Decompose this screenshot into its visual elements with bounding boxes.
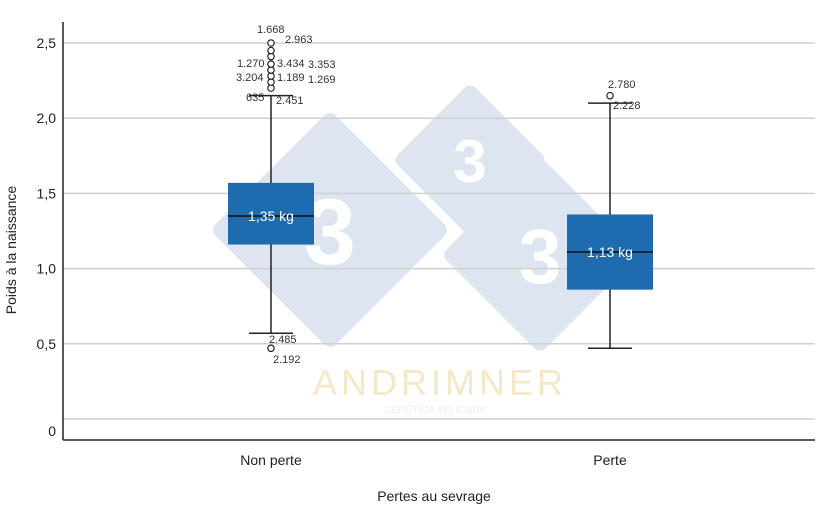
watermark-logo-text: 3 bbox=[453, 127, 487, 195]
outlier-label: 1.270 bbox=[237, 58, 265, 70]
outlier-point bbox=[267, 344, 275, 353]
outlier-label: 2.451 bbox=[276, 95, 304, 107]
outlier-point bbox=[267, 60, 275, 68]
outlier-label: 635 bbox=[246, 92, 264, 104]
median-label: 1,13 kg bbox=[587, 244, 633, 260]
y-tick-label: 1,5 bbox=[37, 185, 57, 201]
y-tick-label: 2,0 bbox=[37, 110, 57, 126]
watermark-brand: ANDRIMNER bbox=[313, 362, 567, 403]
outlier-label: 2.780 bbox=[608, 79, 636, 91]
outlier-label: 3.353 bbox=[308, 59, 336, 71]
outlier-point bbox=[267, 46, 275, 55]
outlier-point bbox=[267, 39, 275, 47]
watermark-diamond bbox=[444, 159, 636, 351]
x-tick-label: Perte bbox=[593, 452, 627, 468]
outlier-label: 1.668 bbox=[257, 24, 285, 36]
outlier-label: 1.189 bbox=[277, 72, 305, 84]
outlier-label: 2.963 bbox=[285, 34, 313, 46]
outlier-label: 1.269 bbox=[308, 74, 336, 86]
outlier-point bbox=[606, 91, 614, 100]
y-tick-label: 0,5 bbox=[37, 336, 57, 352]
box bbox=[228, 182, 314, 245]
y-tick-label: 1,0 bbox=[37, 261, 57, 277]
y-axis-title: Poids à la naissance bbox=[3, 186, 19, 315]
median-label: 1,35 kg bbox=[248, 208, 294, 224]
outlier-label: 2.228 bbox=[613, 100, 641, 112]
x-tick-label: Non perte bbox=[240, 452, 302, 468]
outlier-label: 3.434 bbox=[277, 58, 305, 70]
watermark-logo-text: 3 bbox=[519, 214, 562, 300]
outlier-label: 2.192 bbox=[273, 354, 301, 366]
outlier-label: 3.204 bbox=[236, 72, 264, 84]
x-axis-title: Pertes au sevrage bbox=[377, 488, 491, 504]
y-tick-label: 0 bbox=[48, 423, 56, 439]
watermark-tagline: GENÉTICA APLICADA bbox=[384, 403, 487, 416]
outlier-label: 2.485 bbox=[269, 334, 297, 346]
y-tick-label: 2,5 bbox=[37, 35, 57, 51]
